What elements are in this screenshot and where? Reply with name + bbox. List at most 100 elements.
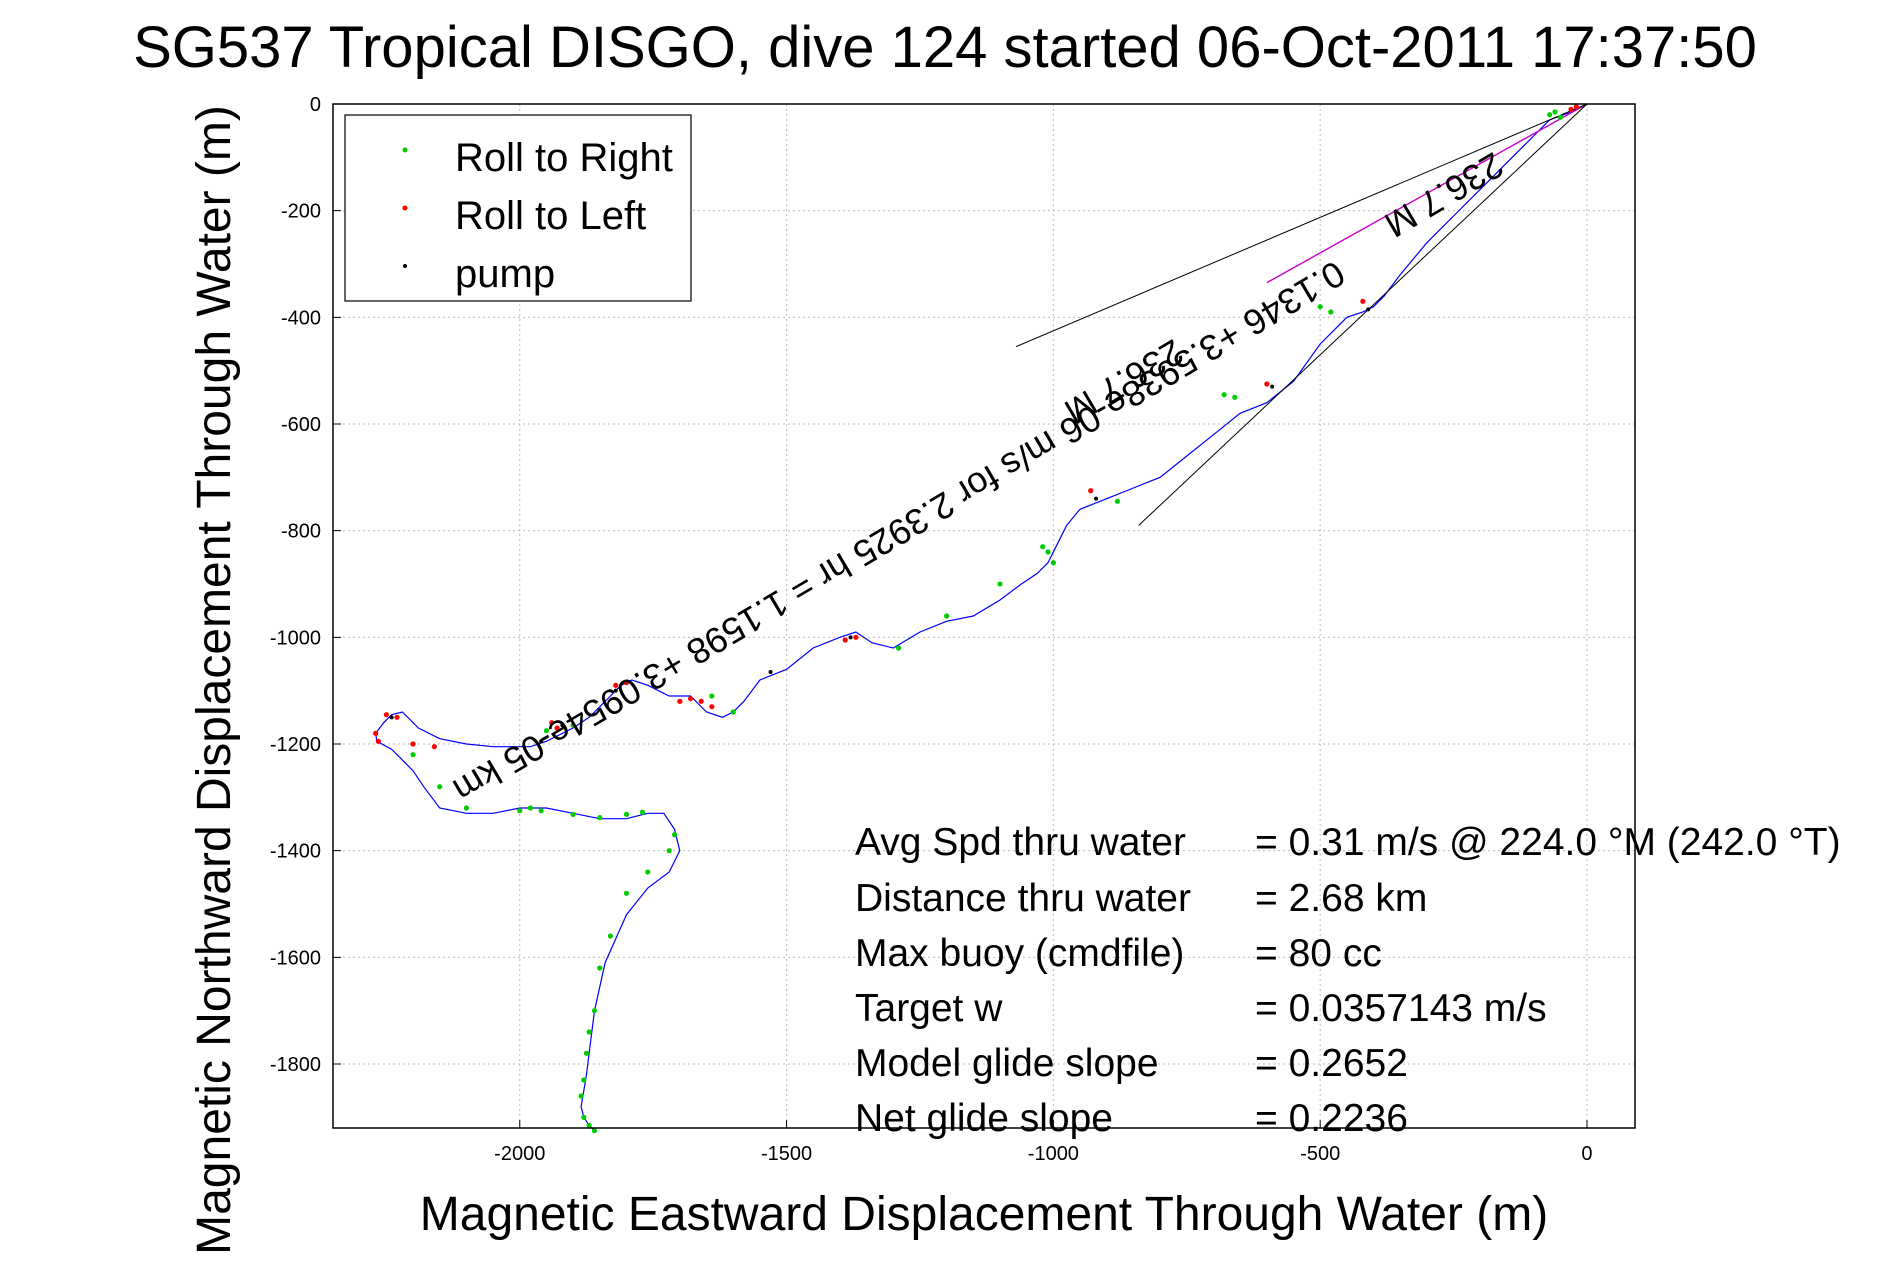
- stat-label: Max buoy (cmdfile): [855, 932, 1184, 975]
- roll-to-right-point: [607, 933, 614, 939]
- roll-to-left-point: [431, 744, 437, 750]
- roll-to-right-point: [578, 1093, 584, 1099]
- stat-value: = 0.2652: [1255, 1042, 1408, 1085]
- stat-label: Net glide slope: [855, 1097, 1113, 1140]
- roll-to-right-point: [581, 1077, 587, 1083]
- x-tick-label: -1000: [1028, 1143, 1079, 1165]
- pump-point: [1270, 384, 1275, 389]
- roll-to-right-point: [709, 693, 715, 699]
- pump-point: [1094, 496, 1099, 501]
- roll-to-right-point: [591, 1128, 598, 1134]
- heading-bound-line: [1015, 103, 1588, 348]
- chart-title: SG537 Tropical DISGO, dive 124 started 0…: [133, 15, 1757, 80]
- roll-to-right-point: [1114, 498, 1121, 504]
- roll-to-left-point: [394, 714, 400, 720]
- x-tick-label: 0: [1581, 1143, 1592, 1165]
- roll-to-left-point: [677, 698, 683, 704]
- roll-to-right-point: [463, 805, 470, 811]
- roll-to-right-point: [1557, 114, 1563, 120]
- roll-to-right-point: [1045, 549, 1051, 555]
- roll-to-left-point: [1264, 381, 1270, 387]
- pump-point: [768, 670, 773, 674]
- y-axis-label: Magnetic Northward Displacement Through …: [188, 105, 241, 1255]
- roll-to-right-point: [1552, 109, 1558, 115]
- roll-to-right-point: [527, 805, 534, 811]
- legend: Roll to Right Roll to Left pump: [344, 114, 692, 302]
- pump-point: [539, 739, 544, 744]
- pump-point: [389, 715, 394, 720]
- roll-to-right-point: [896, 645, 902, 651]
- roll-to-right-point: [586, 1122, 592, 1128]
- y-tick-label: -1200: [270, 734, 321, 756]
- roll-to-right-point: [581, 1114, 587, 1120]
- legend-marker-roll-right: [402, 147, 408, 153]
- roll-to-left-point: [375, 738, 381, 744]
- roll-to-left-point: [623, 680, 630, 686]
- roll-to-left-point: [1088, 488, 1094, 494]
- roll-to-left-point: [1573, 104, 1579, 110]
- roll-to-right-point: [623, 811, 630, 818]
- roll-to-right-point: [570, 722, 576, 728]
- pump-point: [1366, 307, 1371, 312]
- roll-to-left-point: [383, 712, 389, 718]
- y-tick-label: -1600: [270, 947, 321, 969]
- annotation-layer: [1015, 103, 1588, 526]
- roll-to-right-point: [597, 965, 603, 971]
- roll-to-right-point: [583, 1050, 590, 1056]
- roll-to-right-point: [517, 808, 523, 814]
- roll-to-left-point: [842, 637, 848, 643]
- roll-to-right-point: [570, 811, 576, 818]
- grid: [333, 103, 1635, 1128]
- stat-value: = 2.68 km: [1255, 877, 1427, 920]
- roll-to-left-point: [549, 720, 555, 726]
- roll-to-right-point: [597, 815, 603, 821]
- roll-to-left-point: [410, 741, 416, 747]
- roll-to-right-point: [730, 709, 736, 715]
- stat-value: = 0.0357143 m/s: [1255, 987, 1547, 1030]
- marker-layer: [373, 104, 1579, 1134]
- roll-to-right-point: [1317, 304, 1323, 310]
- x-tick-label: -2000: [494, 1143, 545, 1165]
- roll-to-right-point: [543, 728, 550, 734]
- legend-label-roll-right: Roll to Right: [455, 136, 673, 180]
- stat-label: Model glide slope: [855, 1042, 1159, 1085]
- stat-value: = 80 cc: [1255, 932, 1382, 975]
- y-tick-label: -600: [281, 414, 321, 436]
- roll-to-right-point: [591, 1008, 598, 1014]
- roll-to-right-point: [666, 848, 672, 854]
- roll-to-left-point: [709, 704, 715, 710]
- roll-to-right-point: [1232, 394, 1238, 400]
- track-layer: [375, 103, 1588, 1132]
- roll-to-right-point: [437, 784, 443, 790]
- stats-block: Avg Spd thru water = 0.31 m/s @ 224.0 °M…: [855, 821, 1841, 1140]
- roll-to-right-point: [1040, 544, 1046, 550]
- y-tick-label: 0: [310, 94, 321, 116]
- y-tick-label: -1000: [270, 627, 321, 649]
- y-axis-ticks: 0 -200 -400 -600 -800 -1000 -1200 -1400 -1600 -18…: [270, 94, 341, 1076]
- heading-bound-line: [1138, 103, 1588, 526]
- projection-line: [1266, 103, 1588, 284]
- roll-to-right-point: [623, 890, 630, 896]
- x-axis-ticks: -2000 -1500 -1000 -500 0: [494, 1120, 1593, 1165]
- roll-to-right-point: [997, 581, 1003, 587]
- stat-label: Avg Spd thru water: [855, 821, 1186, 864]
- pump-point: [848, 635, 853, 640]
- roll-to-left-point: [853, 634, 859, 640]
- roll-to-left-point: [687, 696, 694, 702]
- y-tick-label: -1400: [270, 841, 321, 863]
- legend-marker-roll-left: [402, 205, 408, 211]
- legend-label-pump: pump: [455, 252, 555, 296]
- y-tick-label: -800: [281, 521, 321, 543]
- roll-to-right-point: [1328, 309, 1334, 315]
- roll-to-right-point: [586, 1029, 592, 1035]
- x-axis-label: Magnetic Eastward Displacement Through W…: [420, 1188, 1548, 1241]
- roll-to-left-point: [613, 682, 619, 688]
- roll-to-right-point: [944, 613, 950, 619]
- roll-to-right-point: [645, 869, 651, 875]
- roll-to-right-point: [538, 808, 544, 814]
- roll-to-right-point: [1221, 392, 1227, 398]
- roll-to-right-point: [410, 752, 416, 758]
- stat-value: = 0.2236: [1255, 1097, 1408, 1140]
- legend-label-roll-left: Roll to Left: [455, 194, 646, 238]
